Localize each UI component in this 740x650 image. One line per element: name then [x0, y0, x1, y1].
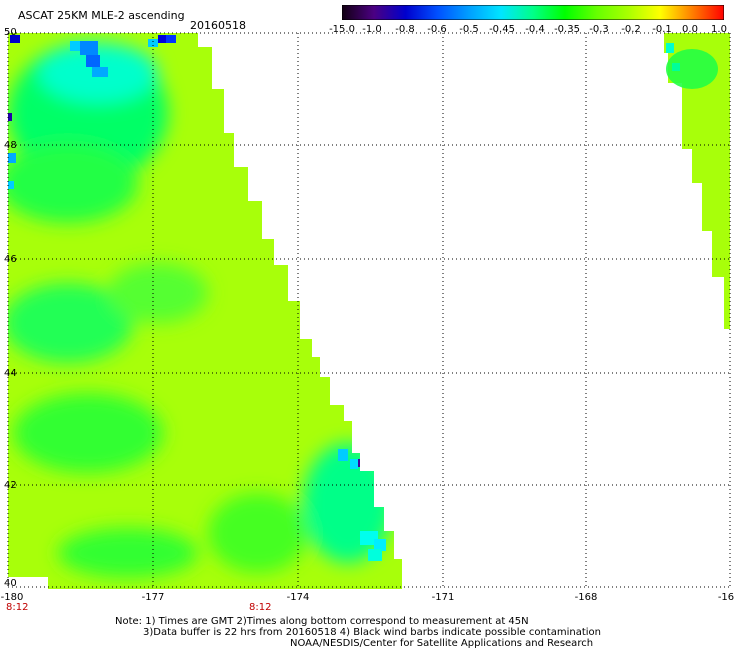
colorbar-label: -0.4 — [525, 24, 545, 35]
lon-label: -174 — [286, 592, 310, 603]
lat-label: 50 — [4, 27, 17, 38]
colorbar-label: -1.0 — [362, 24, 382, 35]
graticule — [7, 32, 731, 589]
colorbar-label: -0.8 — [395, 24, 415, 35]
colorbar-label: -0.3 — [589, 24, 609, 35]
lat-label: 40 — [4, 578, 17, 589]
lat-label: 42 — [4, 480, 17, 491]
chart-date: 20160518 — [190, 19, 246, 32]
colorbar-label: -0.35 — [554, 24, 580, 35]
lat-label: 48 — [4, 140, 17, 151]
chart-title: ASCAT 25KM MLE-2 ascending — [18, 9, 185, 22]
colorbar-label: -0.1 — [652, 24, 672, 35]
lon-label: -180 — [0, 592, 24, 603]
footer-note-2: 3)Data buffer is 22 hrs from 20160518 4)… — [143, 627, 601, 638]
map-plot[interactable] — [7, 32, 731, 589]
lon-label: -177 — [141, 592, 165, 603]
lon-label: -168 — [574, 592, 598, 603]
lon-label: -16 — [717, 592, 735, 603]
colorbar-label: -0.2 — [621, 24, 641, 35]
lat-label: 46 — [4, 254, 17, 265]
colorbar-label: -0.5 — [459, 24, 479, 35]
colorbar-label: 0.0 — [682, 24, 698, 35]
lon-label: -171 — [431, 592, 455, 603]
time-label: 8:12 — [249, 602, 272, 613]
lat-label: 44 — [4, 368, 17, 379]
colorbar-label: 1.0 — [711, 24, 727, 35]
colorbar — [342, 5, 724, 20]
colorbar-label: -0.6 — [427, 24, 447, 35]
swath-patches — [8, 43, 393, 578]
colorbar-label: -0.45 — [489, 24, 515, 35]
swath-right — [664, 33, 730, 329]
footer-note-1: Note: 1) Times are GMT 2)Times along bot… — [115, 616, 529, 627]
swath-left — [8, 33, 402, 589]
colorbar-gradient — [342, 5, 724, 20]
footer-credit: NOAA/NESDIS/Center for Satellite Applica… — [290, 638, 594, 649]
colorbar-label: -15.0 — [329, 24, 355, 35]
time-label: 8:12 — [6, 602, 29, 613]
